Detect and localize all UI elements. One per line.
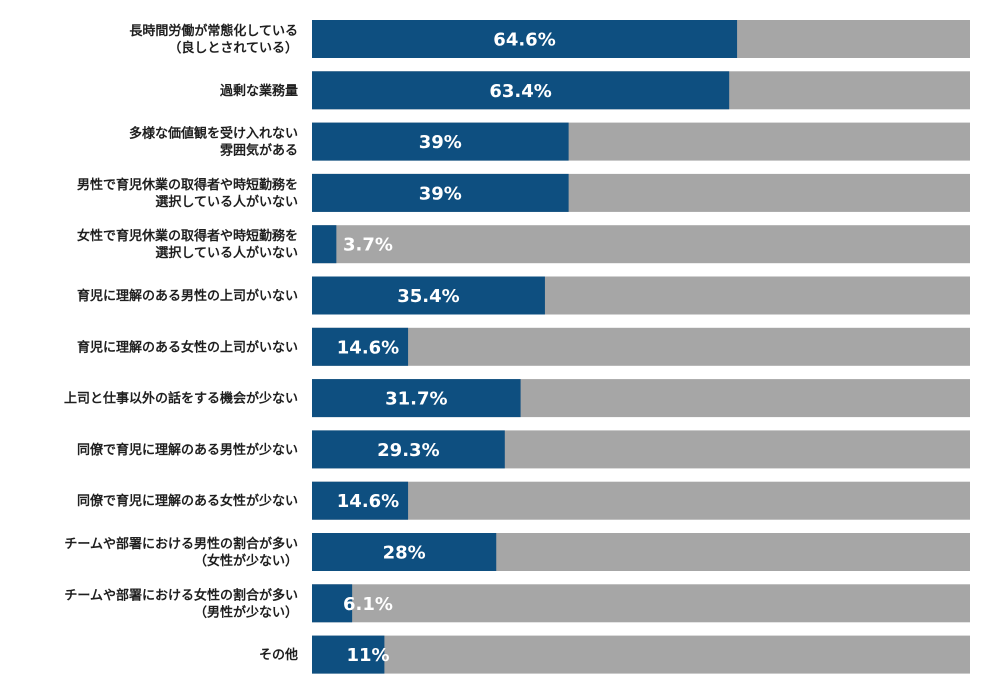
bar	[312, 20, 738, 58]
data-label: 31.7%	[385, 389, 447, 410]
bar-track	[312, 225, 970, 264]
bar	[312, 533, 497, 571]
category-label: 過剰な業務量	[219, 83, 298, 99]
data-label: 3.7%	[343, 235, 393, 256]
bar-row: 28% チームや部署における男性の割合が多い（女性が少ない）	[64, 533, 970, 571]
data-label: 64.6%	[493, 30, 555, 51]
bar-row: 14.6% 同僚で育児に理解のある女性が少ない	[77, 481, 970, 520]
category-label: 育児に理解のある男性の上司がいない	[77, 288, 298, 304]
data-label: 28%	[383, 543, 426, 564]
bar-row: 35.4% 育児に理解のある男性の上司がいない	[77, 276, 970, 315]
bar	[312, 225, 337, 264]
bar-track	[312, 635, 970, 674]
bar	[312, 71, 730, 110]
bar-row: 63.4% 過剰な業務量	[219, 71, 970, 110]
category-label: その他	[259, 647, 298, 663]
bar	[312, 430, 505, 469]
category-label: （女性が少ない）	[194, 553, 298, 569]
category-label: （良しとされている）	[168, 40, 298, 56]
data-label: 14.6%	[337, 337, 399, 358]
bar-track	[312, 327, 970, 366]
category-label: チームや部署における女性の割合が多い	[64, 587, 298, 603]
category-label: （男性が少ない）	[194, 604, 298, 620]
data-label: 14.6%	[337, 491, 399, 512]
data-label: 39%	[419, 132, 462, 153]
category-label: 同僚で育児に理解のある男性が少ない	[77, 442, 298, 458]
data-label: 39%	[419, 183, 462, 204]
data-label: 35.4%	[397, 286, 459, 307]
data-label: 63.4%	[489, 81, 551, 102]
data-label: 6.1%	[343, 594, 393, 615]
bar-row: 64.6% 長時間労働が常態化している（良しとされている）	[129, 20, 970, 58]
category-label: 育児に理解のある女性の上司がいない	[77, 339, 298, 355]
bar	[312, 379, 521, 418]
bar-row: 11% その他	[259, 635, 970, 674]
bar-track	[312, 481, 970, 520]
data-label: 29.3%	[377, 440, 439, 461]
category-label: 多様な価値観を受け入れない	[129, 126, 298, 142]
bar-row: 31.7% 上司と仕事以外の話をする機会が少ない	[64, 379, 970, 418]
bar-row: 29.3% 同僚で育児に理解のある男性が少ない	[77, 430, 970, 469]
category-label: チームや部署における男性の割合が多い	[64, 536, 298, 552]
category-label: 選択している人がいない	[155, 194, 298, 210]
bar-row: 6.1% チームや部署における女性の割合が多い（男性が少ない）	[64, 584, 970, 623]
data-label: 11%	[346, 645, 389, 666]
category-label: 男性で育児休業の取得者や時短勤務を	[77, 177, 298, 193]
bar	[312, 276, 545, 315]
bar	[312, 481, 409, 520]
category-label: 女性で育児休業の取得者や時短勤務を	[77, 228, 298, 244]
bar-track	[312, 584, 970, 623]
category-label: 雰囲気がある	[220, 143, 298, 159]
category-label: 選択している人がいない	[155, 245, 298, 261]
bar-row: 14.6% 育児に理解のある女性の上司がいない	[77, 327, 970, 366]
bar	[312, 327, 409, 366]
bar	[312, 173, 569, 212]
bar	[312, 635, 385, 674]
bar	[312, 584, 353, 623]
category-label: 上司と仕事以外の話をする機会が少ない	[64, 391, 298, 407]
category-label: 同僚で育児に理解のある女性が少ない	[77, 493, 298, 509]
category-label: 長時間労働が常態化している	[129, 23, 298, 39]
bar	[312, 122, 569, 161]
